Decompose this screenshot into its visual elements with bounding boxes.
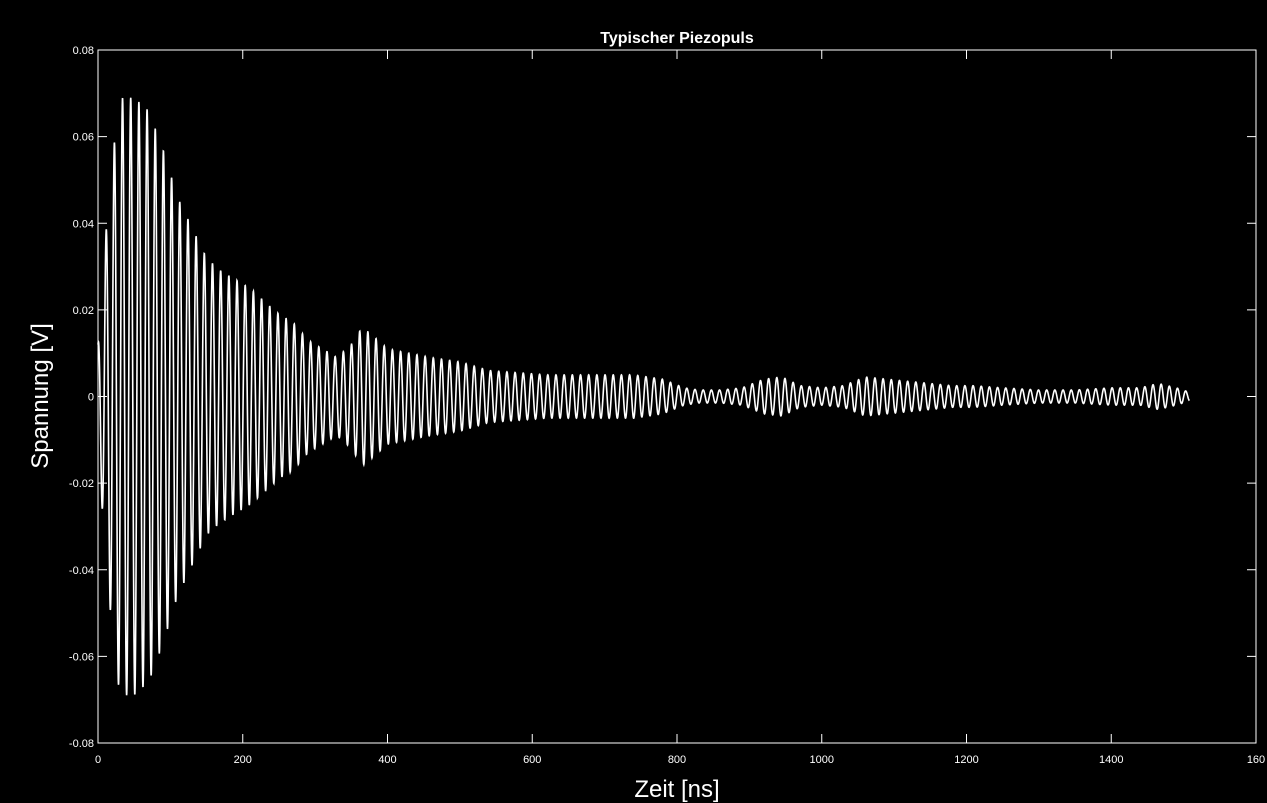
y-tick-label: 0.06 — [73, 132, 94, 144]
x-tick-label: 160 — [1247, 754, 1265, 766]
y-tick-label: 0.08 — [73, 45, 94, 57]
x-axis-title: Zeit [ns] — [634, 776, 719, 803]
chart-title: Typischer Piezopuls — [600, 30, 754, 47]
y-tick-label: 0.04 — [73, 218, 94, 230]
y-tick-label: 0 — [88, 392, 94, 404]
tick-marks — [97, 49, 1257, 744]
y-tick-label: 0.02 — [73, 305, 94, 317]
x-tick-label: 1400 — [1099, 754, 1123, 766]
signal-line — [97, 97, 1190, 696]
y-tick-label: -0.02 — [69, 478, 94, 490]
x-tick-label: 600 — [523, 754, 541, 766]
y-tick-labels: -0.08 -0.06 -0.04 -0.02 0 0.02 0.04 0.06 0.08 — [69, 45, 94, 750]
x-tick-label: 400 — [378, 754, 396, 766]
y-axis-title: Spannung [V] — [27, 323, 54, 468]
x-tick-label: 800 — [668, 754, 686, 766]
y-tick-label: -0.06 — [69, 651, 94, 663]
x-tick-label: 200 — [234, 754, 252, 766]
x-tick-label: 1000 — [810, 754, 834, 766]
y-tick-label: -0.04 — [69, 565, 94, 577]
x-tick-label: 0 — [95, 754, 101, 766]
y-tick-label: -0.08 — [69, 738, 94, 750]
x-tick-labels: 0 200 400 600 800 1000 1200 1400 160 — [95, 754, 1265, 766]
x-tick-label: 1200 — [954, 754, 978, 766]
